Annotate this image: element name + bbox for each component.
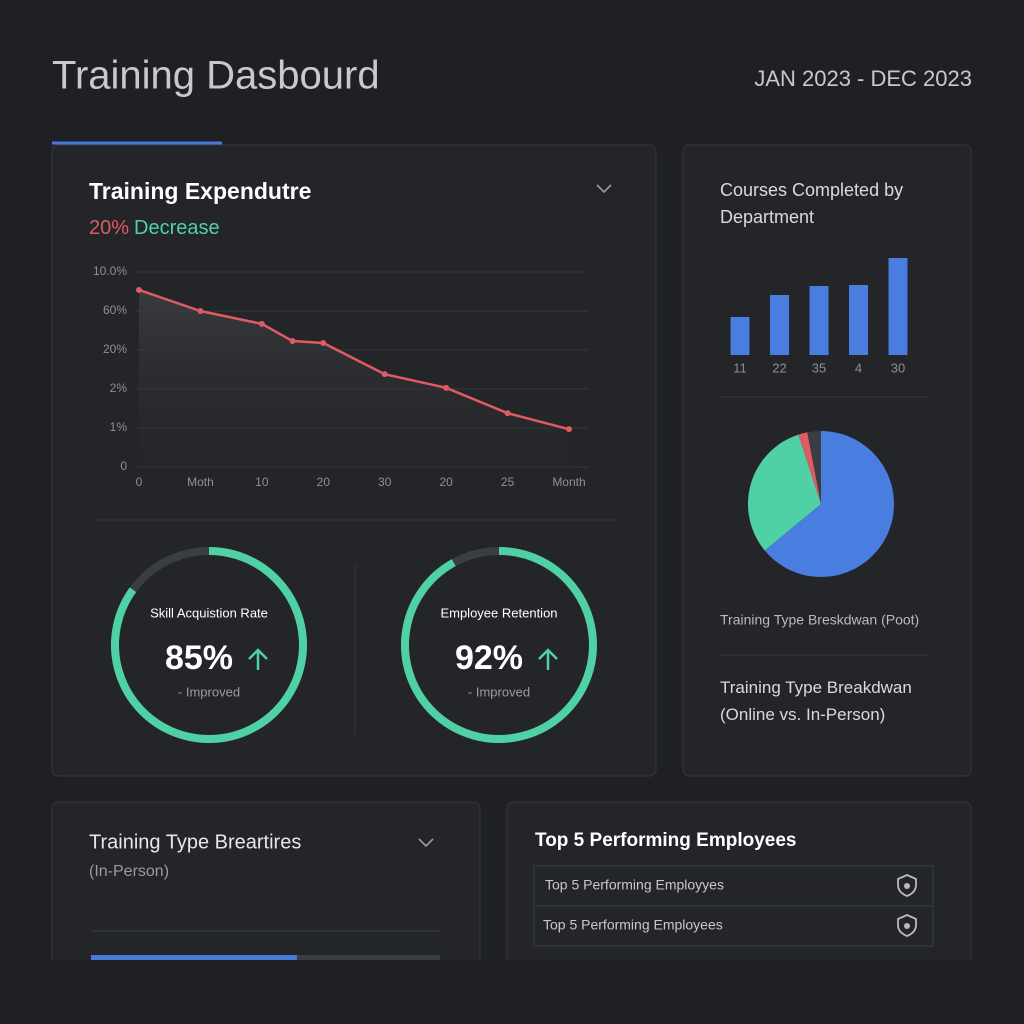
progress-bar [91, 955, 297, 960]
y-tick-label: 20% [103, 342, 127, 356]
chevron[interactable] [596, 184, 612, 194]
x-tick-label: 22 [772, 360, 786, 375]
change-value: 20% [89, 217, 129, 239]
line-area [139, 289, 569, 467]
x-tick-label: Moth [187, 475, 214, 489]
bar [888, 258, 908, 355]
trend-arrow [538, 648, 558, 670]
pie-slice [807, 431, 821, 504]
pie-slice [798, 432, 821, 504]
pie-slice [764, 431, 895, 577]
bar-chart-title: Courses Completed by Department [720, 180, 904, 227]
y-tick-label: 0 [120, 459, 127, 473]
line-point [289, 338, 296, 345]
chevron[interactable] [418, 838, 434, 848]
y-tick-label: 2% [110, 381, 128, 395]
line-point [566, 426, 572, 433]
gauge-arc [111, 547, 307, 743]
gauge-note: - Improved [178, 684, 240, 699]
line-point [258, 320, 265, 327]
pie-caption: Training Type Breskdwan (Poot) [720, 612, 919, 628]
x-tick-label: 35 [812, 360, 826, 375]
bar [809, 286, 829, 355]
x-tick-label: 20 [317, 475, 331, 489]
y-tick-label: 1% [110, 420, 128, 434]
shield-icon [897, 874, 917, 897]
x-tick-label: 0 [136, 475, 143, 489]
gauge-value: 92% [455, 639, 523, 677]
trend-arrow [248, 648, 268, 670]
change-text: 20% Decrease [89, 217, 220, 239]
gauge-arc [401, 547, 597, 743]
card [506, 801, 972, 960]
x-tick-label: 4 [855, 360, 862, 375]
line-point [320, 339, 327, 346]
line-point [443, 384, 450, 391]
y-tick-label: 10.0% [93, 264, 127, 278]
change-label: Decrease [134, 217, 220, 239]
pie-subtitle: Training Type Breakdwan (Online vs. In-P… [720, 678, 912, 724]
shield-dot [904, 923, 910, 929]
x-tick-label: 11 [733, 360, 747, 375]
gauge-label: Skill Acquistion Rate [150, 605, 268, 620]
line-point [136, 286, 142, 293]
x-tick-label: 20 [439, 475, 453, 489]
card-title: Training Expendutre [89, 178, 311, 204]
x-tick-label: 30 [891, 360, 905, 375]
employee-name: Top 5 Performing Employyes [545, 877, 724, 893]
x-tick-label: 10 [255, 475, 269, 489]
page-title: Training Dasbourd [52, 54, 380, 98]
gauge-value: 85% [165, 639, 233, 677]
line-point [381, 371, 388, 378]
bar [730, 317, 750, 355]
employee-row[interactable] [533, 905, 934, 947]
card-subtitle: (In-Person) [89, 863, 169, 880]
x-tick-label: 30 [378, 475, 392, 489]
card [51, 801, 481, 960]
x-tick-label: Month [552, 475, 585, 489]
card-title: Training Type Breartires [89, 831, 301, 853]
y-tick-label: 60% [103, 303, 127, 317]
gauge-note: - Improved [468, 684, 530, 699]
line-point [504, 410, 511, 417]
bar [849, 285, 868, 355]
date-range: JAN 2023 - DEC 2023 [754, 66, 972, 91]
card-title: Top 5 Performing Employees [535, 830, 796, 851]
shield-dot [904, 883, 910, 889]
x-tick-label: 25 [501, 475, 515, 489]
line-point [197, 308, 204, 314]
gauge-label: Employee Retention [440, 605, 557, 620]
bar [770, 295, 789, 355]
pie-slice [747, 434, 821, 551]
employee-name: Top 5 Performing Employees [543, 917, 723, 933]
shield-icon [897, 914, 917, 937]
